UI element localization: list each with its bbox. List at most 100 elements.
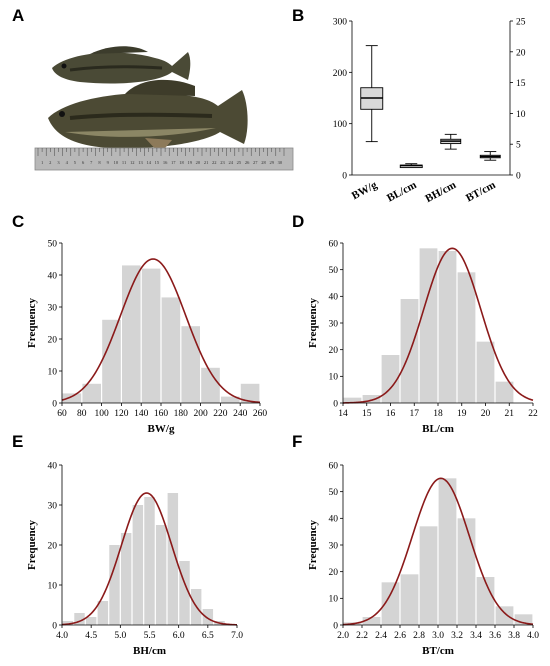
histogram-bar <box>495 606 514 625</box>
histogram-bar <box>181 326 200 403</box>
x-tick-label: 6.5 <box>202 631 214 641</box>
y-tick-label: 50 <box>329 488 339 498</box>
histogram-bar <box>381 582 400 625</box>
x-tick-label: 2.4 <box>375 631 387 641</box>
y-axis-label: Frequency <box>307 298 319 348</box>
histogram-bar <box>362 617 381 625</box>
ruler-label: 3 <box>57 160 60 165</box>
histogram-bar <box>457 272 476 403</box>
ruler: 1 2 3 4 5 6 7 8 9 10 11 12 13 14 15 16 17 18 19 20 21 22 23 24 2… <box>34 147 294 171</box>
x-tick-label: 140 <box>134 409 149 419</box>
x-tick-label: 5.0 <box>114 631 126 641</box>
panel-label-e: E <box>12 432 24 451</box>
x-tick-label: 260 <box>253 409 268 419</box>
y-tick-label: 0 <box>333 621 338 631</box>
x-tick-label: 240 <box>233 409 248 419</box>
box-1 <box>360 45 384 143</box>
histogram-bar <box>381 355 400 403</box>
y-tick-label: 20 <box>48 541 58 551</box>
histogram-bar <box>120 533 132 625</box>
x-tick-label: 14 <box>338 409 348 419</box>
y-tick-label: 40 <box>48 271 58 281</box>
y-tick-label: 10 <box>329 595 339 605</box>
histogram-bar <box>62 393 82 403</box>
y-tick-label: 20 <box>329 346 339 356</box>
panel-label-d: D <box>292 212 305 231</box>
right-y-tick-label: 25 <box>516 18 526 28</box>
ruler-label: 11 <box>122 160 126 165</box>
histogram-bar <box>109 545 120 625</box>
ruler-label: 9 <box>107 160 110 165</box>
x-tick-label: 22 <box>528 409 538 419</box>
histogram-bar <box>201 367 220 403</box>
y-axis-label: Frequency <box>26 298 38 348</box>
x-tick-label: 15 <box>362 409 372 419</box>
x-tick-label: 2.0 <box>337 631 349 641</box>
histogram-bar <box>62 621 74 625</box>
panel-label-f: F <box>292 432 303 451</box>
ruler-label: 10 <box>114 160 119 165</box>
histogram-bar <box>457 518 476 625</box>
small-fish-icon <box>52 46 191 84</box>
ruler-label: 8 <box>98 160 101 165</box>
histogram-bar <box>476 341 495 403</box>
ruler-label: 14 <box>146 160 151 165</box>
x-tick-label: 200 <box>193 409 208 419</box>
ruler-label: 12 <box>130 160 135 165</box>
x-tick-label: 16 <box>386 409 396 419</box>
histogram-bar <box>167 493 179 625</box>
x-tick-label: 6.0 <box>173 631 185 641</box>
x-tick-label: 4.0 <box>527 631 539 641</box>
x-tick-label: 180 <box>174 409 189 419</box>
y-axis-label: Frequency <box>26 520 38 570</box>
ruler-label: 21 <box>204 160 209 165</box>
ruler-label: 15 <box>155 160 160 165</box>
x-tick-label: 17 <box>410 409 420 419</box>
right-y-tick-label: 10 <box>516 110 526 120</box>
histogram-bar <box>155 525 167 625</box>
y-tick-label: 50 <box>329 266 339 276</box>
ruler-label: 24 <box>228 160 233 165</box>
x-tick-label: 80 <box>77 409 87 419</box>
normal-curve <box>61 258 261 404</box>
ruler-label: 23 <box>220 160 225 165</box>
histogram-bar <box>221 396 240 403</box>
x-tick-label: 60 <box>57 409 67 419</box>
histogram-bar <box>102 319 121 403</box>
ruler-label: 20 <box>196 160 201 165</box>
ruler-label: 22 <box>212 160 217 165</box>
histogram-bar <box>343 397 362 403</box>
normal-curve <box>342 247 534 404</box>
y-tick-label: 10 <box>48 581 58 591</box>
y-tick-label: 30 <box>48 501 58 511</box>
histogram-bar <box>438 251 457 403</box>
y-tick-label: 0 <box>52 621 57 631</box>
left-y-tick-label: 0 <box>342 172 347 182</box>
y-tick-label: 30 <box>48 303 58 313</box>
x-tick-label: 4.0 <box>56 631 68 641</box>
x-tick-label: 2.8 <box>413 631 425 641</box>
y-tick-label: 50 <box>48 239 58 249</box>
y-tick-label: 40 <box>329 293 339 303</box>
panel-label-a: A <box>12 6 25 25</box>
ruler-label: 18 <box>179 160 184 165</box>
histogram-bar <box>161 297 181 403</box>
right-y-tick-label: 5 <box>516 141 521 151</box>
histogram-bar <box>476 577 495 625</box>
x-tick-label: 7.0 <box>231 631 243 641</box>
histogram-bar <box>438 478 457 625</box>
x-tick-label: 3.0 <box>432 631 444 641</box>
histogram-bar <box>179 561 190 625</box>
y-tick-label: 0 <box>52 399 57 409</box>
right-y-tick-label: 20 <box>516 48 526 58</box>
ruler-label: 30 <box>278 160 283 165</box>
histogram-bar <box>141 268 161 403</box>
y-tick-label: 10 <box>329 373 339 383</box>
normal-curve <box>61 492 238 626</box>
histogram-bar <box>419 248 438 403</box>
x-tick-label: 3.8 <box>508 631 520 641</box>
